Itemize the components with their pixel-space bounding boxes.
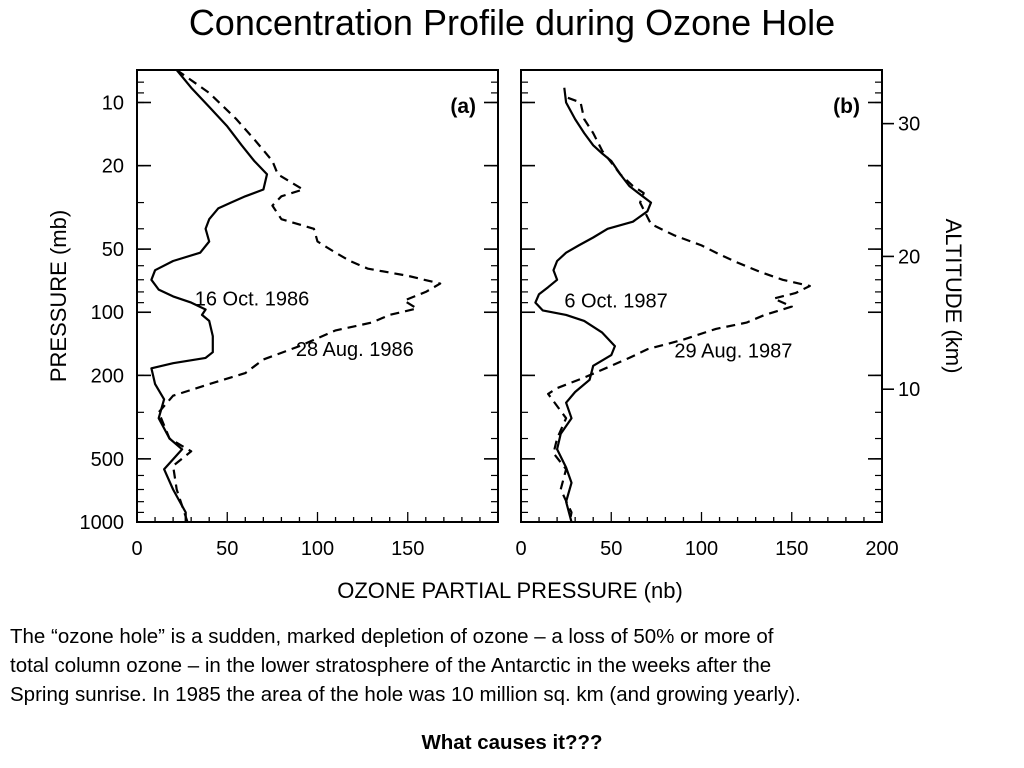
x-tick-label: 150 — [391, 538, 424, 560]
x-tick-label: 50 — [600, 538, 622, 560]
y-tick-label: 1000 — [80, 512, 125, 534]
panel-label: (b) — [833, 95, 860, 118]
y-axis-label: PRESSURE (mb) — [46, 210, 71, 382]
panel-label: (a) — [450, 95, 476, 118]
x-tick-label: 100 — [685, 538, 718, 560]
x-tick-label: 200 — [865, 538, 898, 560]
y2-tick-label: 30 — [898, 114, 920, 136]
y-tick-label: 500 — [91, 449, 124, 471]
series-annotation: 29 Aug. 1987 — [674, 340, 792, 362]
series-line-6-oct-1987 — [534, 87, 653, 523]
ozone-profile-chart: 0 50 100 150 (a) 0 50 100 150 200 (b) 10 20 50 100 200 5… — [46, 69, 966, 603]
y-tick-label: 20 — [102, 156, 124, 178]
x-tick-label: 100 — [301, 538, 334, 560]
caption-line-3: Spring sunrise. In 1985 the area of the … — [10, 683, 801, 706]
y-tick-label: 50 — [102, 239, 124, 261]
x-tick-label: 150 — [775, 538, 808, 560]
panel-frame-1 — [136, 69, 499, 523]
series-annotation: 28 Aug. 1986 — [296, 339, 414, 361]
series-line-16-oct-1986 — [150, 69, 269, 522]
caption: The “ozone hole” is a sudden, marked dep… — [10, 622, 1010, 709]
y-tick-label: 100 — [91, 302, 124, 324]
y-tick-label: 200 — [91, 365, 124, 387]
slide-title: Concentration Profile during Ozone Hole — [188, 2, 836, 43]
x-tick-label: 50 — [216, 538, 238, 560]
question-text: What causes it??? — [421, 731, 603, 754]
x-tick-label: 0 — [131, 538, 142, 560]
y-tick-label: 10 — [102, 92, 124, 114]
series-line-29-aug-1987 — [547, 96, 811, 523]
y2-tick-label: 10 — [898, 379, 920, 401]
series-annotation: 6 Oct. 1987 — [564, 291, 667, 313]
x-tick-label: 0 — [515, 538, 526, 560]
y2-axis-label: ALTITUDE (km) — [941, 219, 966, 374]
series-annotation: 16 Oct. 1986 — [195, 289, 310, 311]
caption-line-2: total column ozone – in the lower strato… — [10, 654, 772, 677]
y2-tick-label: 20 — [898, 246, 920, 268]
caption-line-1: The “ozone hole” is a sudden, marked dep… — [10, 625, 774, 648]
x-axis-label: OZONE PARTIAL PRESSURE (nb) — [337, 578, 683, 603]
